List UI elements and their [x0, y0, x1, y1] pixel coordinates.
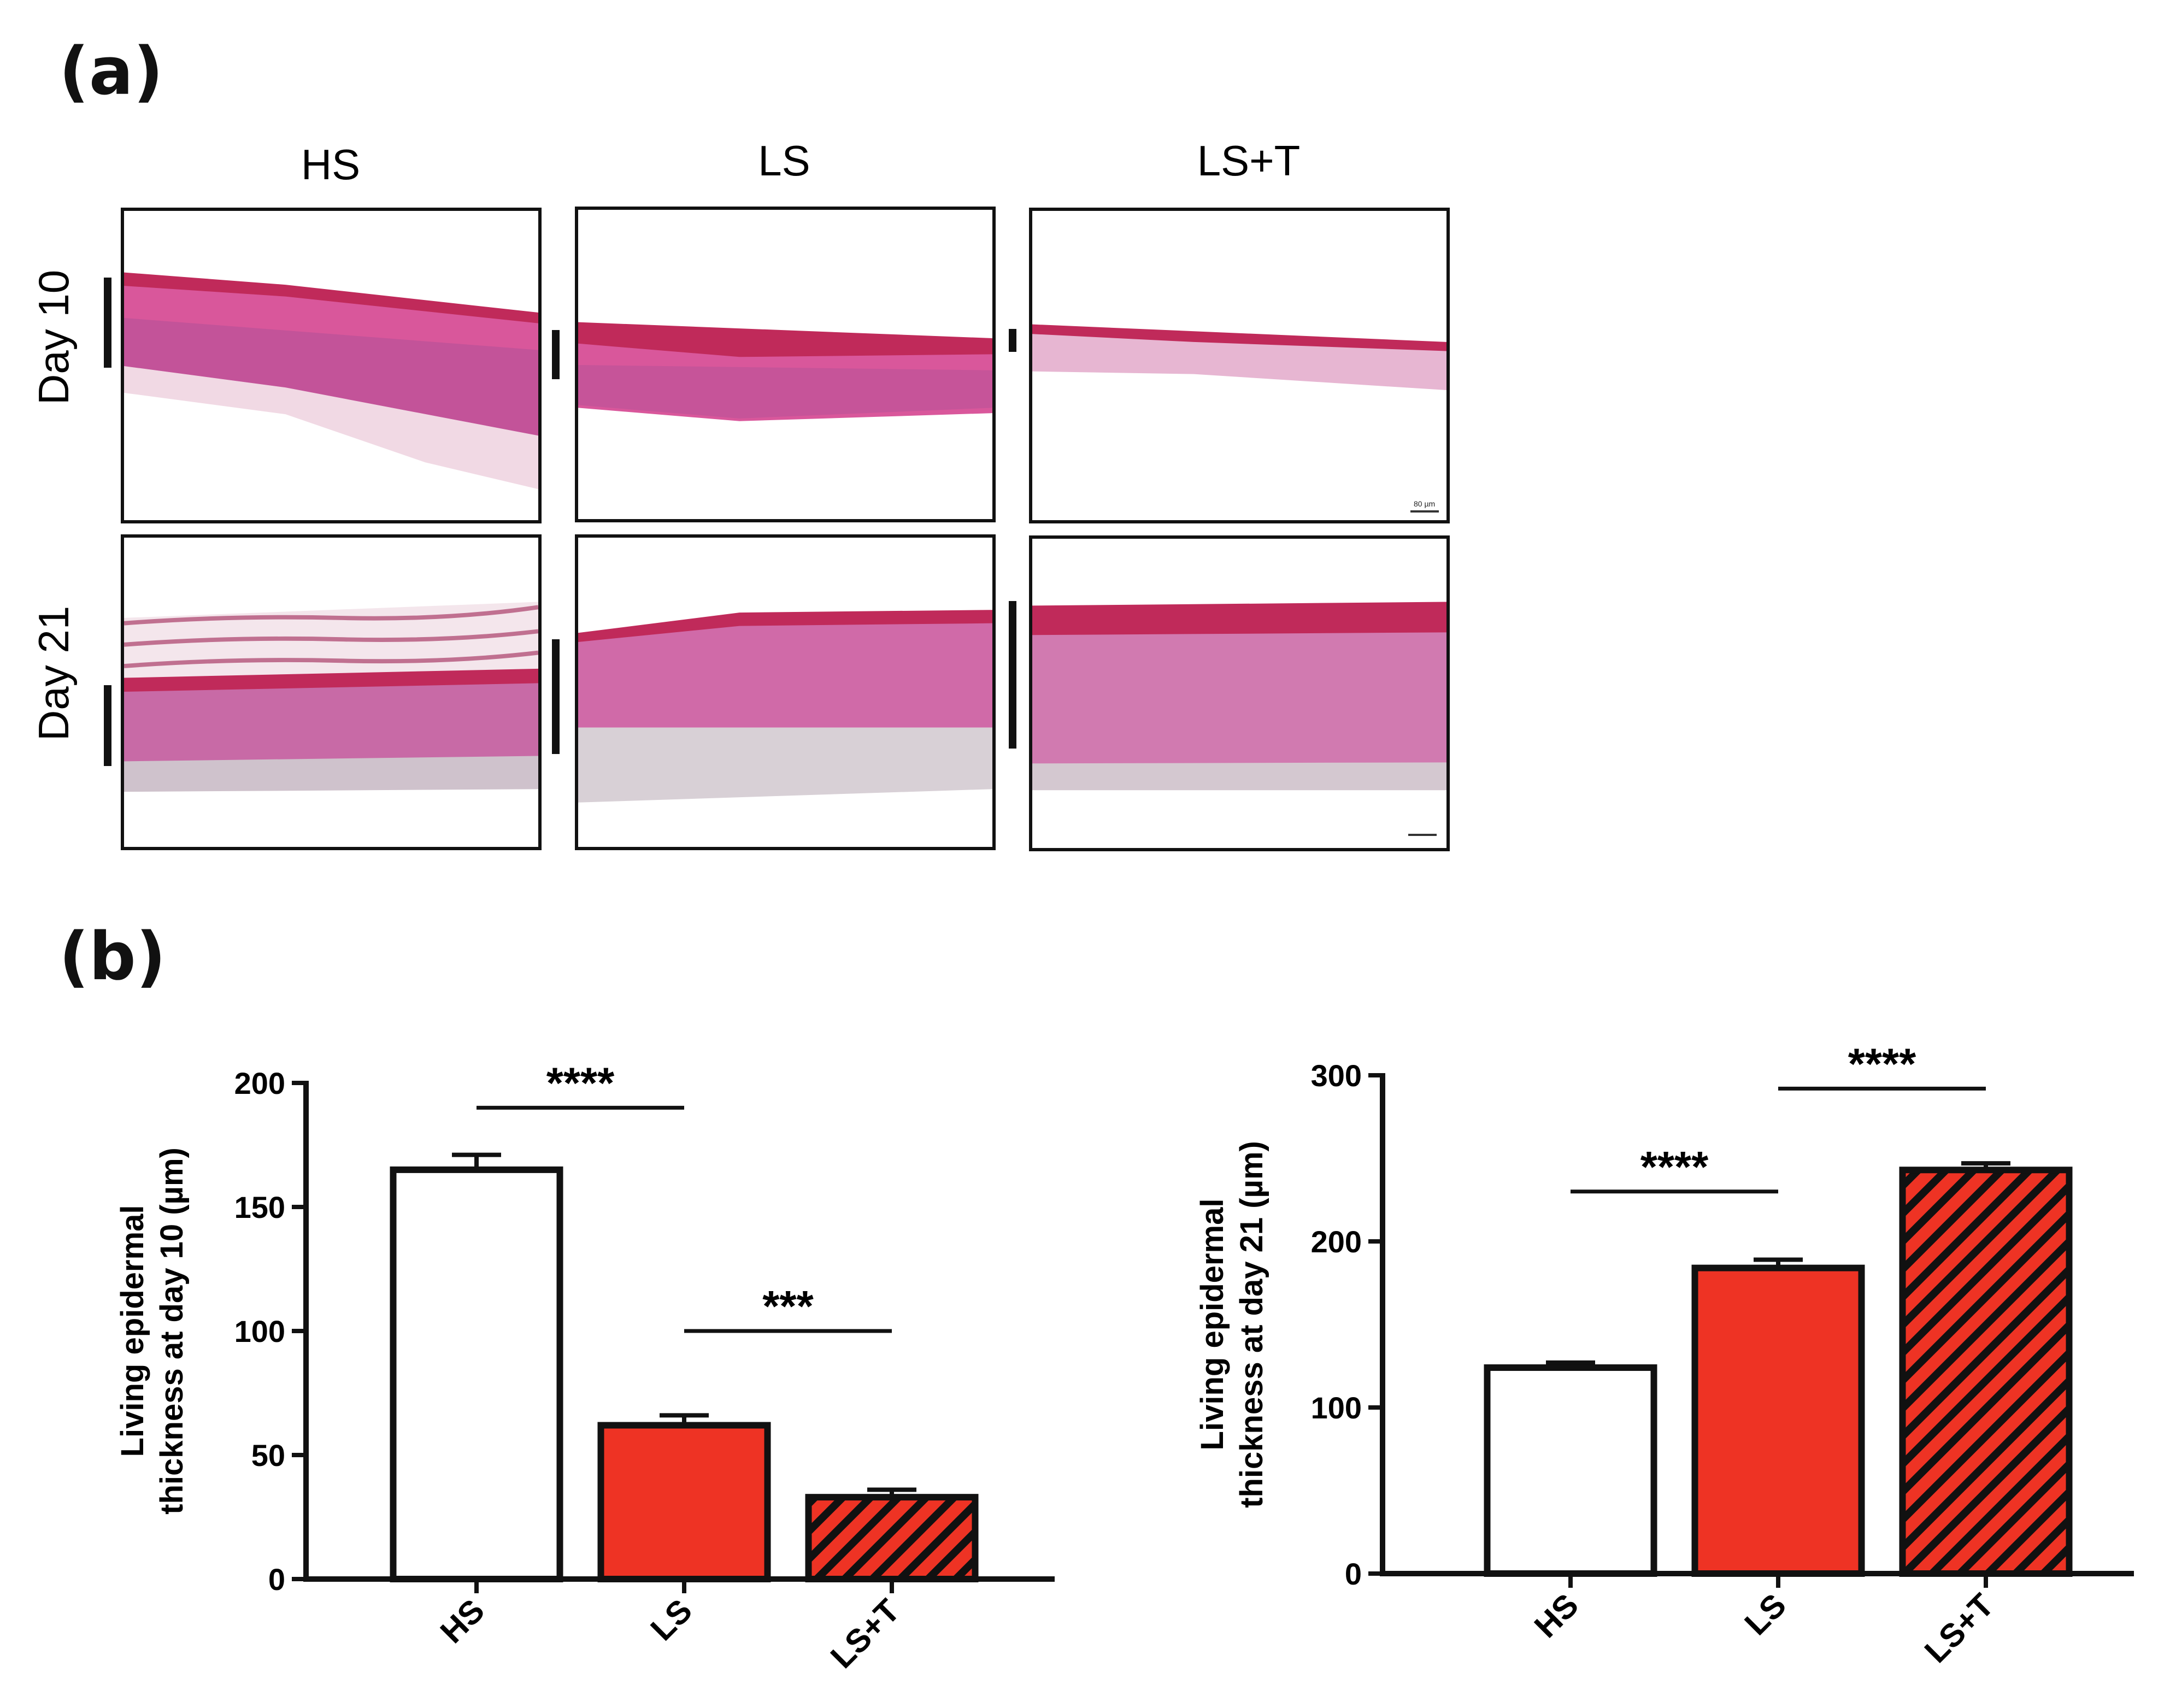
- column-label-ls: LS: [758, 137, 810, 185]
- bar-ls-plus-t: [805, 1494, 979, 1582]
- column-label-hs: HS: [301, 140, 361, 189]
- y-tick-label: 100: [234, 1314, 285, 1348]
- y-tick-label: 100: [1311, 1391, 1362, 1425]
- micrograph-ls-t-day21: [1029, 535, 1450, 851]
- thickness-bar-hs-day21: [104, 685, 111, 766]
- micrograph-ls-t-day10: 80 µm: [1029, 208, 1450, 523]
- significance-label: ***: [762, 1282, 814, 1330]
- y-axis-title: Living epidermal: [1195, 1199, 1230, 1451]
- y-tick-label: 150: [234, 1190, 285, 1224]
- bar-hs: [390, 1166, 563, 1582]
- micrograph-ls-day21: [575, 534, 996, 850]
- scale-bar-label: 80 µm: [1414, 499, 1436, 508]
- x-tick-label: LS: [1738, 1587, 1793, 1642]
- x-tick-label: LS+T: [824, 1592, 907, 1675]
- y-axis-title: thickness at day 10 (µm): [154, 1147, 190, 1515]
- column-label-ls-t: LS+T: [1197, 137, 1301, 185]
- y-tick-label: 200: [234, 1066, 285, 1100]
- thickness-bar-ls-t-day21: [1009, 601, 1016, 749]
- x-tick-label: LS: [644, 1592, 699, 1648]
- thickness-bar-ls-t-day10: [1009, 329, 1016, 352]
- bar-hs: [1484, 1364, 1657, 1577]
- significance-label: ****: [1848, 1039, 1916, 1088]
- x-tick-label: HS: [433, 1592, 491, 1650]
- thickness-bar-ls-day21: [552, 639, 560, 754]
- x-tick-label: LS+T: [1918, 1587, 2001, 1670]
- micrograph-hs-day21: [121, 534, 542, 850]
- y-tick-label: 50: [251, 1438, 285, 1473]
- panel-a-letter: (a): [59, 34, 163, 110]
- row-label-day-10: Day 10: [30, 269, 78, 405]
- y-axis-title: Living epidermal: [115, 1205, 150, 1457]
- chart-day10: 0 50 100 150 200 Living epidermal thickness at…: [115, 1058, 1055, 1675]
- y-tick-label: 0: [268, 1562, 285, 1597]
- scale-bar-day21: [1408, 834, 1437, 836]
- bar-ls: [1691, 1264, 1865, 1577]
- chart-day21: 0 100 200 300 Living epidermal thickness at d…: [1195, 1039, 2134, 1670]
- thickness-bar-hs-day10: [104, 278, 111, 368]
- bar-ls-plus-t: [1899, 1167, 2073, 1577]
- thickness-bar-ls-day10: [552, 330, 560, 379]
- micrograph-ls-day10: [575, 207, 996, 522]
- y-tick-label: 200: [1311, 1224, 1362, 1259]
- significance-label: ****: [546, 1058, 615, 1107]
- micrograph-hs-day10: [121, 208, 542, 523]
- significance-label: ****: [1640, 1142, 1709, 1191]
- scale-bar: [1410, 510, 1439, 513]
- bar-ls: [597, 1422, 771, 1583]
- panel-b-letter: (b): [59, 919, 166, 995]
- y-tick-label: 300: [1311, 1058, 1362, 1093]
- x-tick-label: HS: [1527, 1587, 1585, 1645]
- y-tick-label: 0: [1345, 1557, 1362, 1591]
- y-axis-title: thickness at day 21 (µm): [1234, 1141, 1269, 1508]
- row-label-day-21: Day 21: [30, 605, 78, 741]
